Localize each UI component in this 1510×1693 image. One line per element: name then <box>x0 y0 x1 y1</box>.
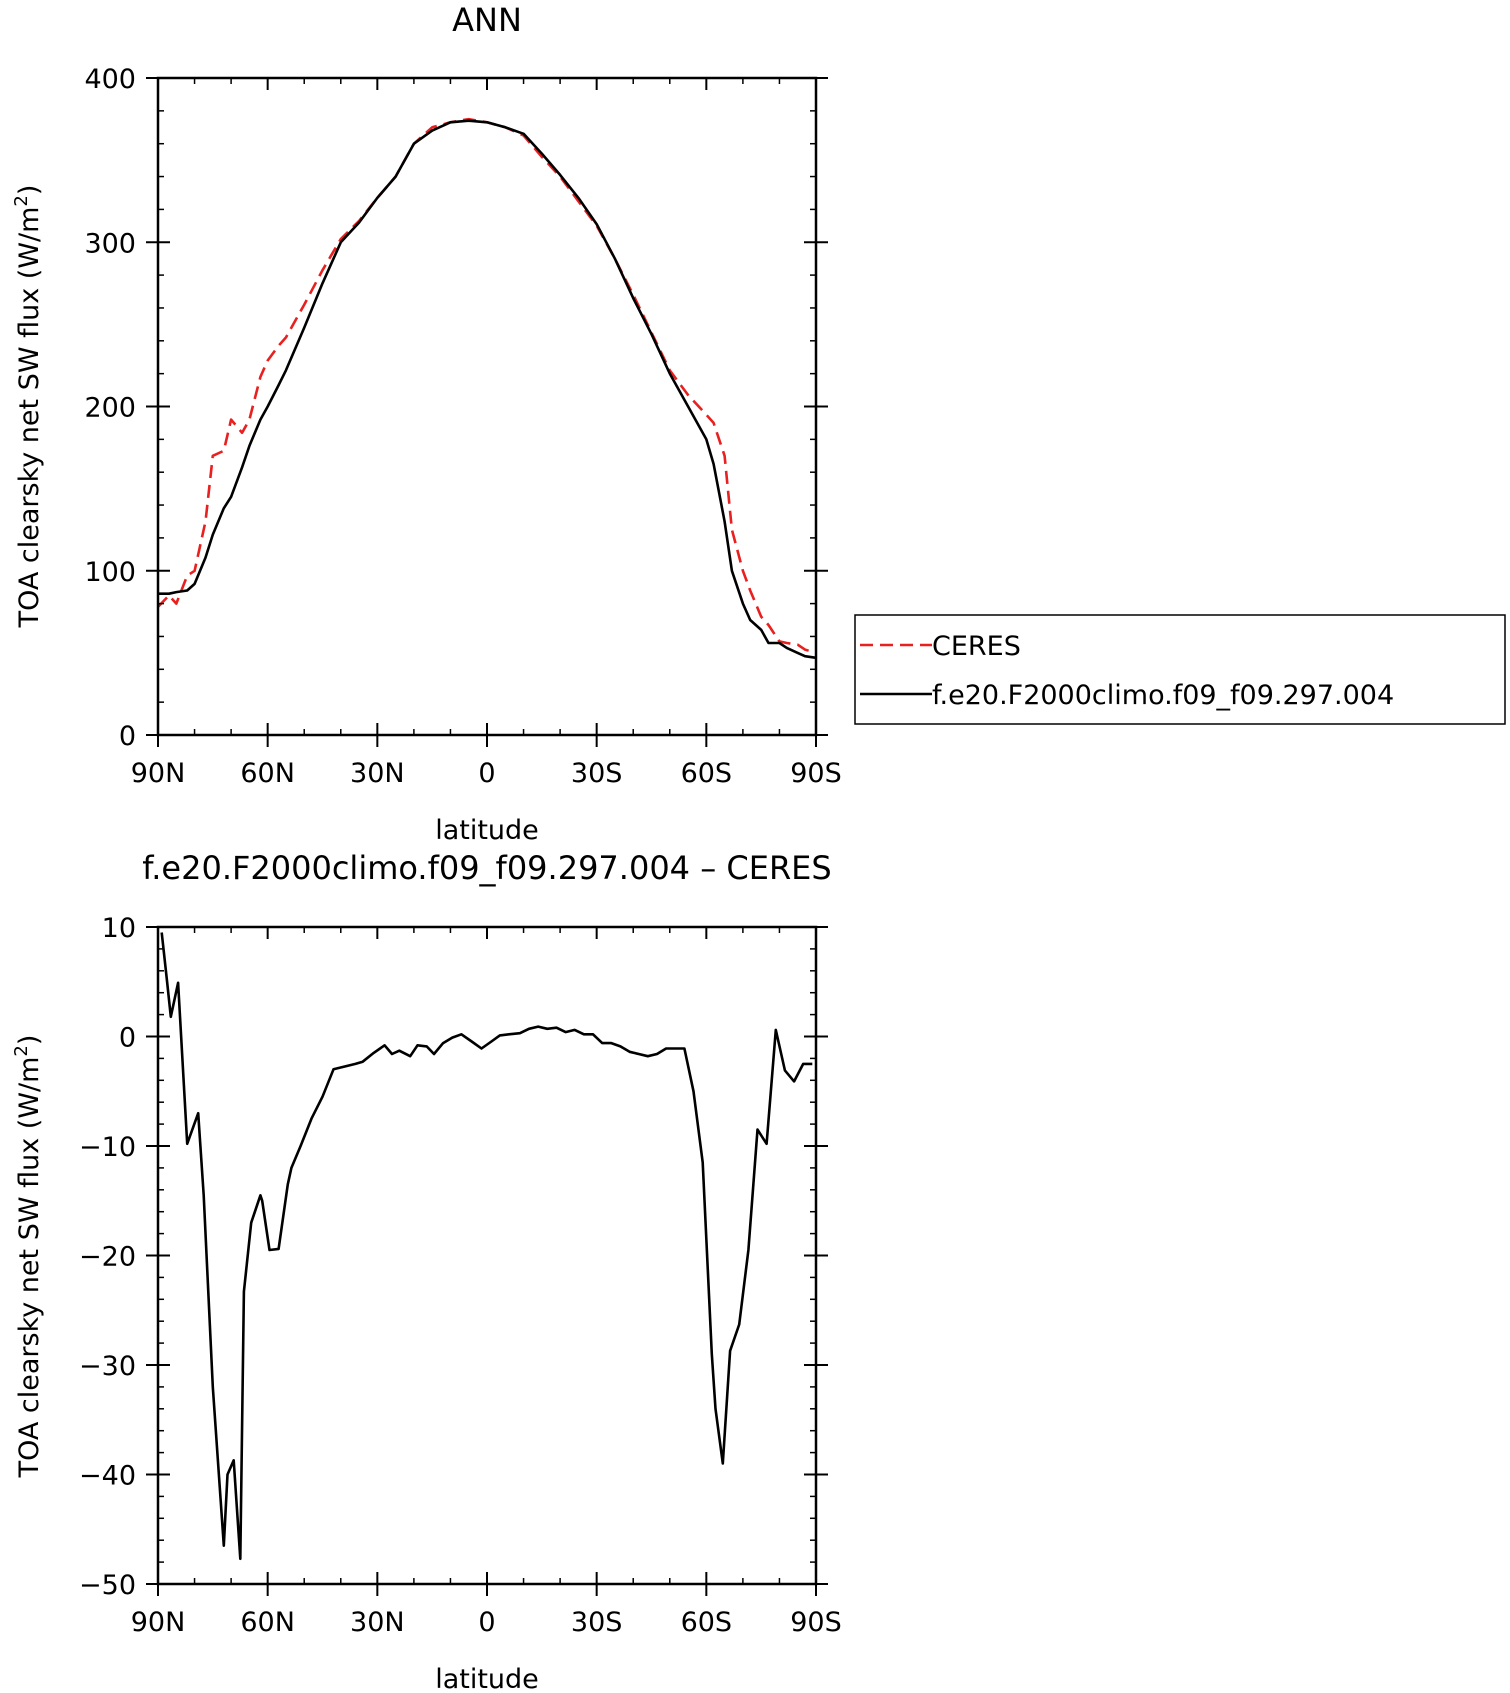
bottom-chart-series-line-1 <box>160 932 813 1561</box>
bottom-chart-x-axis-title: latitude <box>435 1664 539 1693</box>
top-chart-title: ANN <box>452 1 522 39</box>
top-chart-y-axis-title-sup: 2 <box>11 195 32 206</box>
top-chart-y-axis-title-close: ) <box>14 185 45 196</box>
legend-box <box>854 614 1506 725</box>
top-chart-x-tick-label: 30S <box>571 758 623 789</box>
top-chart-x-tick-label: 30N <box>350 758 405 789</box>
bottom-chart-plot-frame <box>156 925 818 1586</box>
bottom-chart-y-tick-label: −50 <box>79 1570 136 1601</box>
top-chart-legend: CERES f.e20.F2000climo.f09_f09.297.004 <box>854 614 1506 725</box>
bottom-chart-series-group <box>160 932 813 1561</box>
bottom-chart-y-axis-title-sup: 2 <box>11 1045 32 1056</box>
bottom-chart-y-tick-label: 0 <box>119 1023 136 1054</box>
legend-label-model: f.e20.F2000climo.f09_f09.297.004 <box>932 680 1394 711</box>
top-chart-series-line-2 <box>158 119 817 660</box>
bottom-chart-y-tick-label: 10 <box>102 913 136 944</box>
top-chart-series-line-1 <box>157 117 817 655</box>
top-chart-y-tick-label: 100 <box>84 557 136 588</box>
bottom-chart-title: f.e20.F2000climo.f09_f09.297.004 – CERES <box>142 849 831 887</box>
top-chart-y-tick-label: 0 <box>119 721 136 752</box>
top-chart-y-tick-label: 200 <box>84 393 136 424</box>
bottom-chart-y-axis-title: TOA clearsky net SW flux (W/m2) <box>11 1035 45 1479</box>
top-chart-series-group <box>157 117 817 660</box>
bottom-chart-x-tick-label: 90N <box>131 1607 186 1638</box>
bottom-chart-x-tick-label: 30N <box>350 1607 405 1638</box>
top-chart-x-tick-label: 90N <box>131 758 186 789</box>
top-chart-x-tick-label: 60S <box>681 758 733 789</box>
top-chart-y-axis-title-main: TOA clearsky net SW flux (W/m <box>14 207 45 629</box>
bottom-chart-y-tick-label: −40 <box>79 1461 136 1492</box>
top-chart-y-tick-label: 400 <box>84 64 136 95</box>
top-chart-x-tick-label: 90S <box>790 758 842 789</box>
bottom-chart-y-axis-title-close: ) <box>14 1035 45 1046</box>
bottom-chart-x-tick-label: 0 <box>478 1607 495 1638</box>
top-chart-x-tick-label: 60N <box>240 758 295 789</box>
bottom-chart-y-axis-title-main: TOA clearsky net SW flux (W/m <box>14 1057 45 1479</box>
bottom-chart-x-tick-label: 90S <box>790 1607 842 1638</box>
top-chart-plot-frame <box>156 76 818 737</box>
top-chart-y-tick-label: 300 <box>84 228 136 259</box>
bottom-chart: f.e20.F2000climo.f09_f09.297.004 – CERES… <box>11 849 842 1693</box>
bottom-chart-x-tick-label: 30S <box>571 1607 623 1638</box>
top-chart-y-axis-title: TOA clearsky net SW flux (W/m2) <box>11 185 45 629</box>
bottom-chart-y-tick-label: −30 <box>79 1351 136 1382</box>
bottom-chart-tick-group: 90N 60N 30N 0 30S 60S 90S −50 −40 −30 −20 −10 0 10 <box>79 913 842 1638</box>
bottom-chart-x-tick-label: 60N <box>240 1607 295 1638</box>
bottom-chart-y-tick-label: −20 <box>79 1242 136 1273</box>
top-chart-x-tick-label: 0 <box>478 758 495 789</box>
bottom-chart-y-tick-label: −10 <box>79 1132 136 1163</box>
bottom-chart-x-tick-label: 60S <box>681 1607 733 1638</box>
top-chart-tick-group: 90N 60N 30N 0 30S 60S 90S 0 100 200 300 400 <box>84 64 841 789</box>
top-chart: ANN 90N 60N 30N 0 30S 60S 90S 0 100 200 300 400 lat… <box>11 1 1506 846</box>
legend-label-ceres: CERES <box>932 631 1021 662</box>
top-chart-x-axis-title: latitude <box>435 815 539 846</box>
